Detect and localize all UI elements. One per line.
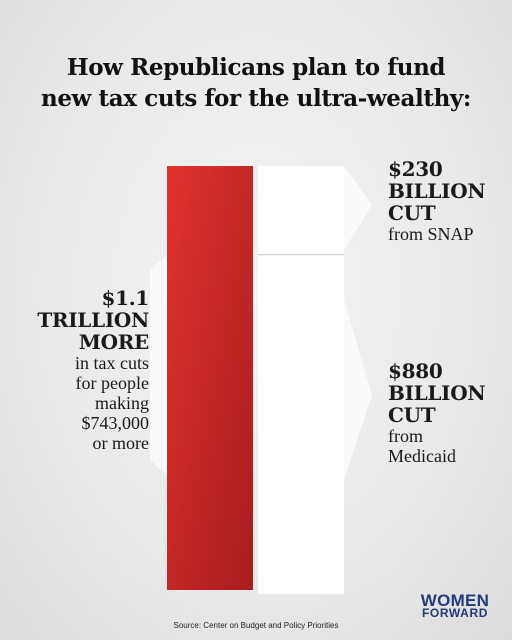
tax-cuts-unit: TRILLION [37,308,149,332]
label-snap-cut: $230 BILLION CUT from SNAP [388,158,498,244]
arrow-snap [344,166,372,250]
medicaid-desc-1: from [388,426,423,446]
medicaid-cut: CUT [388,403,436,427]
bar-tax-cuts [167,166,253,590]
pointer-arrows [150,166,372,480]
women-forward-logo: WOMEN FORWARD [410,591,500,620]
logo-line-1: WOMEN [420,591,490,610]
snap-amount: $230 [388,157,443,181]
label-medicaid-cut: $880 BILLION CUT from Medicaid [388,360,498,466]
medicaid-desc-2: Medicaid [388,446,456,466]
tax-cuts-desc-4: $743,000 [81,413,150,433]
tax-cuts-amount: $1.1 [101,286,149,310]
tax-cuts-more: MORE [78,330,150,354]
title-line-1: How Republicans plan to fund [66,54,446,81]
bar-snap [258,166,344,255]
chart-title: How Republicans plan to fund new tax cut… [0,52,512,114]
arrow-left [150,255,167,475]
tax-cuts-desc-5: or more [92,433,149,453]
logo-line-2: FORWARD [422,606,488,620]
medicaid-amount: $880 [388,359,443,383]
label-tax-cuts: $1.1 TRILLION MORE in tax cuts for peopl… [29,287,149,453]
tax-cuts-desc-3: making [95,393,149,413]
bar-medicaid [258,255,344,594]
tax-cuts-desc-2: for people [75,373,149,393]
tax-cuts-desc-1: in tax cuts [75,353,149,373]
snap-unit: BILLION [388,179,486,203]
medicaid-unit: BILLION [388,381,486,405]
source-note: Source: Center on Budget and Policy Prio… [173,621,339,630]
snap-desc: from SNAP [388,224,474,244]
title-line-2: new tax cuts for the ultra-wealthy: [41,85,471,112]
snap-cut: CUT [388,201,436,225]
arrow-medicaid [344,300,372,480]
